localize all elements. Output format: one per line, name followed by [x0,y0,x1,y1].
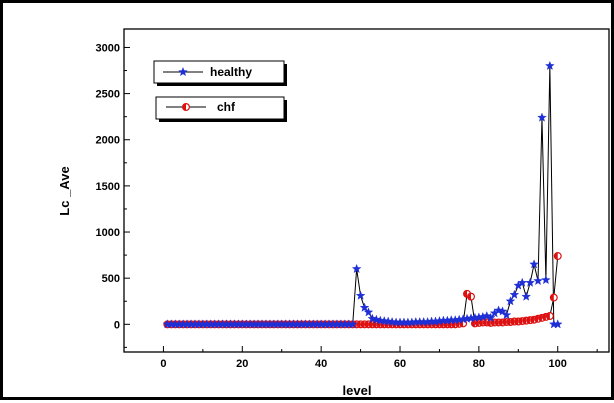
point-healthy [505,296,516,306]
point-healthy [485,312,496,322]
point-healthy [351,263,362,274]
point-healthy [363,307,374,317]
point-healthy [521,291,532,301]
legend-star-icon [178,66,188,77]
point-healthy [529,259,539,269]
point-chf [466,292,475,301]
x-axis-title: level [343,383,372,398]
point-healthy [533,275,543,286]
point-healthy [497,306,508,316]
y-tick-label: 500 [102,273,120,285]
point-healthy [537,112,547,122]
point-healthy [501,310,512,320]
x-tick-label: 40 [315,358,327,370]
point-chf [545,312,554,321]
point-chf [553,252,562,261]
point-healthy [509,289,520,299]
legend-chf-label: chf [217,100,236,114]
point-healthy [355,290,366,300]
point-healthy [481,310,492,321]
y-tick-label: 1500 [96,181,120,193]
legend-healthy: healthy [153,60,287,86]
legend-healthy-label: healthy [210,65,252,79]
x-tick-label: 100 [549,358,567,370]
point-healthy [359,302,370,312]
point-chf [549,293,558,302]
plot-area-frame [123,28,610,353]
chart-svg: 0 500 1000 1500 2000 2500 3000 0 20 40 60 80 100 le… [57,28,610,398]
y-tick-label: 3000 [96,42,120,54]
point-healthy [552,319,563,329]
y-axis-title: Lc _Ave [57,166,72,215]
legend-healthy-marker [178,66,188,77]
legend-half-circle-icon [182,102,191,111]
legend-chf-marker [182,102,191,111]
y-tick-label: 1000 [96,227,120,239]
y-tick-label: 2000 [96,135,120,147]
legend-healthy-box [153,60,285,84]
legend-chf-box [155,96,285,120]
point-healthy [347,319,358,329]
x-tick-label: 20 [236,358,248,370]
x-tick-label: 60 [394,358,406,370]
point-healthy [525,277,535,287]
legend-chf: chf [155,96,287,122]
y-tick-label: 0 [114,319,120,331]
y-tick-label: 2500 [96,89,120,101]
series-line-chf [167,255,559,325]
point-healthy [545,60,555,71]
point-healthy [541,274,551,285]
y-axis: 0 500 1000 1500 2000 2500 3000 [96,42,130,348]
series-markers [162,60,563,329]
x-axis: 0 20 40 60 80 100 [123,346,598,370]
x-tick-label: 0 [160,358,166,370]
x-tick-label: 80 [473,358,485,370]
